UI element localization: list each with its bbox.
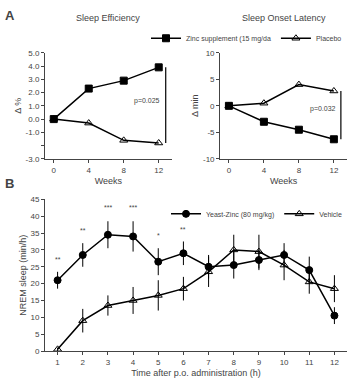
- svg-text:Vehicle: Vehicle: [319, 211, 342, 218]
- svg-text:Sleep Onset Latency: Sleep Onset Latency: [242, 13, 326, 23]
- svg-text:Placebo: Placebo: [316, 35, 341, 42]
- svg-text:Δ min: Δ min: [190, 95, 200, 118]
- svg-text:3: 3: [106, 358, 111, 367]
- svg-text:8: 8: [122, 166, 127, 175]
- svg-text:-5: -5: [207, 128, 215, 137]
- svg-text:12: 12: [330, 358, 339, 367]
- svg-text:10: 10: [280, 358, 289, 367]
- svg-text:0: 0: [52, 166, 57, 175]
- svg-text:6: 6: [181, 358, 186, 367]
- svg-text:20: 20: [30, 279, 39, 288]
- svg-text:10: 10: [30, 313, 39, 322]
- svg-text:1: 1: [55, 358, 60, 367]
- svg-text:4: 4: [262, 166, 267, 175]
- svg-text:B: B: [5, 176, 14, 191]
- svg-text:0: 0: [210, 102, 215, 111]
- svg-text:***: ***: [104, 204, 112, 211]
- svg-text:Weeks: Weeks: [270, 176, 298, 186]
- svg-text:***: ***: [129, 204, 137, 211]
- svg-text:NREM sleep (min/h): NREM sleep (min/h): [18, 235, 28, 316]
- svg-text:-1.0: -1.0: [26, 128, 40, 137]
- svg-text:8: 8: [232, 358, 237, 367]
- svg-text:8: 8: [297, 166, 302, 175]
- svg-text:Sleep Efficiency: Sleep Efficiency: [76, 13, 140, 23]
- svg-text:10: 10: [206, 49, 215, 58]
- svg-text:3.0: 3.0: [28, 75, 40, 84]
- svg-text:Yeast-Zinc (80 mg/kg): Yeast-Zinc (80 mg/kg): [206, 211, 274, 219]
- svg-text:4.0: 4.0: [28, 62, 40, 71]
- svg-text:25: 25: [30, 263, 39, 272]
- svg-text:5.0: 5.0: [28, 49, 40, 58]
- svg-text:11: 11: [305, 358, 314, 367]
- svg-text:5: 5: [210, 75, 215, 84]
- svg-text:4: 4: [87, 166, 92, 175]
- svg-text:9: 9: [257, 358, 262, 367]
- svg-text:40: 40: [30, 212, 39, 221]
- svg-text:Δ %: Δ %: [13, 98, 23, 114]
- svg-text:30: 30: [30, 246, 39, 255]
- svg-text:*: *: [157, 232, 160, 239]
- svg-text:35: 35: [30, 229, 39, 238]
- svg-text:Weeks: Weeks: [95, 176, 123, 186]
- svg-text:12: 12: [329, 166, 338, 175]
- svg-text:7: 7: [206, 358, 211, 367]
- svg-text:2: 2: [81, 358, 86, 367]
- svg-text:15: 15: [30, 296, 39, 305]
- svg-text:45: 45: [30, 195, 39, 204]
- svg-text:-10: -10: [203, 155, 215, 164]
- svg-text:p=0.025: p=0.025: [134, 97, 160, 105]
- svg-text:5: 5: [35, 330, 40, 339]
- svg-text:4: 4: [131, 358, 136, 367]
- svg-text:1.0: 1.0: [28, 102, 40, 111]
- svg-text:0: 0: [35, 347, 40, 356]
- svg-text:0.0: 0.0: [28, 115, 40, 124]
- svg-text:5: 5: [156, 358, 161, 367]
- svg-text:12: 12: [154, 166, 163, 175]
- svg-text:**: **: [55, 256, 61, 263]
- svg-text:**: **: [80, 227, 86, 234]
- svg-text:2.0: 2.0: [28, 88, 40, 97]
- svg-text:Zinc supplement (15 mg/da: Zinc supplement (15 mg/da: [186, 35, 271, 43]
- svg-text:0: 0: [227, 166, 232, 175]
- svg-text:**: **: [180, 226, 186, 233]
- svg-text:A: A: [5, 8, 15, 23]
- svg-text:-3.0: -3.0: [26, 155, 40, 164]
- svg-text:Time after p.o. administration: Time after p.o. administration (h): [131, 368, 261, 378]
- svg-text:p=0.032: p=0.032: [310, 105, 336, 113]
